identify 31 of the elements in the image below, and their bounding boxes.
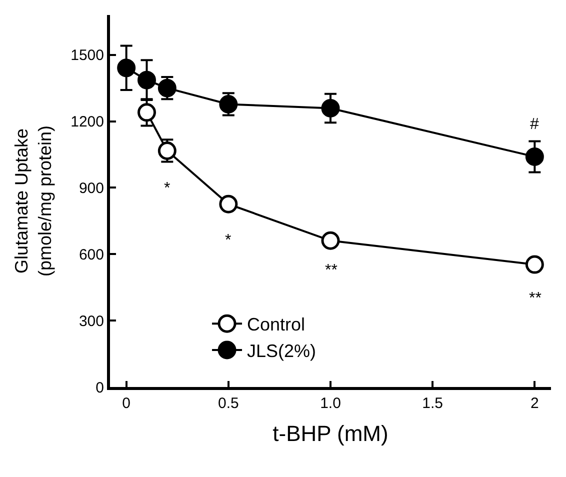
x-tick-label: 1.0 — [320, 395, 341, 412]
x-axis-title: t-BHP (mM) — [272, 420, 388, 446]
y-tick-label: 900 — [78, 180, 104, 197]
point — [525, 147, 544, 166]
annotation: * — [225, 232, 232, 249]
point — [219, 94, 238, 114]
legend-label: Control — [247, 314, 306, 335]
annotation: # — [530, 116, 539, 133]
annotation: * — [164, 180, 170, 197]
y-tick-label: 1500 — [70, 47, 104, 64]
point — [117, 58, 136, 78]
x-tick-label: 1.5 — [422, 395, 444, 412]
x-tick-label: 0.5 — [218, 395, 239, 412]
point — [158, 141, 176, 160]
annotation: ** — [325, 262, 338, 279]
point — [219, 194, 238, 214]
point — [138, 103, 156, 122]
x-tick-label: 2 — [530, 395, 539, 412]
annotation: ** — [529, 290, 542, 307]
y-tick-label: 300 — [78, 312, 104, 330]
legend-label: JLS(2%) — [247, 341, 316, 362]
y-tick-label: 1200 — [70, 114, 104, 131]
point — [321, 98, 340, 118]
y-axis-title: Glutamate Uptake (pmole/mg protein) — [11, 125, 55, 277]
y-tick-label: 600 — [78, 246, 104, 264]
point — [321, 231, 340, 250]
point — [525, 255, 544, 274]
y-tick-label: 0 — [96, 379, 104, 396]
point — [158, 78, 176, 98]
x-tick-label: 0 — [122, 395, 130, 412]
point — [138, 70, 156, 90]
